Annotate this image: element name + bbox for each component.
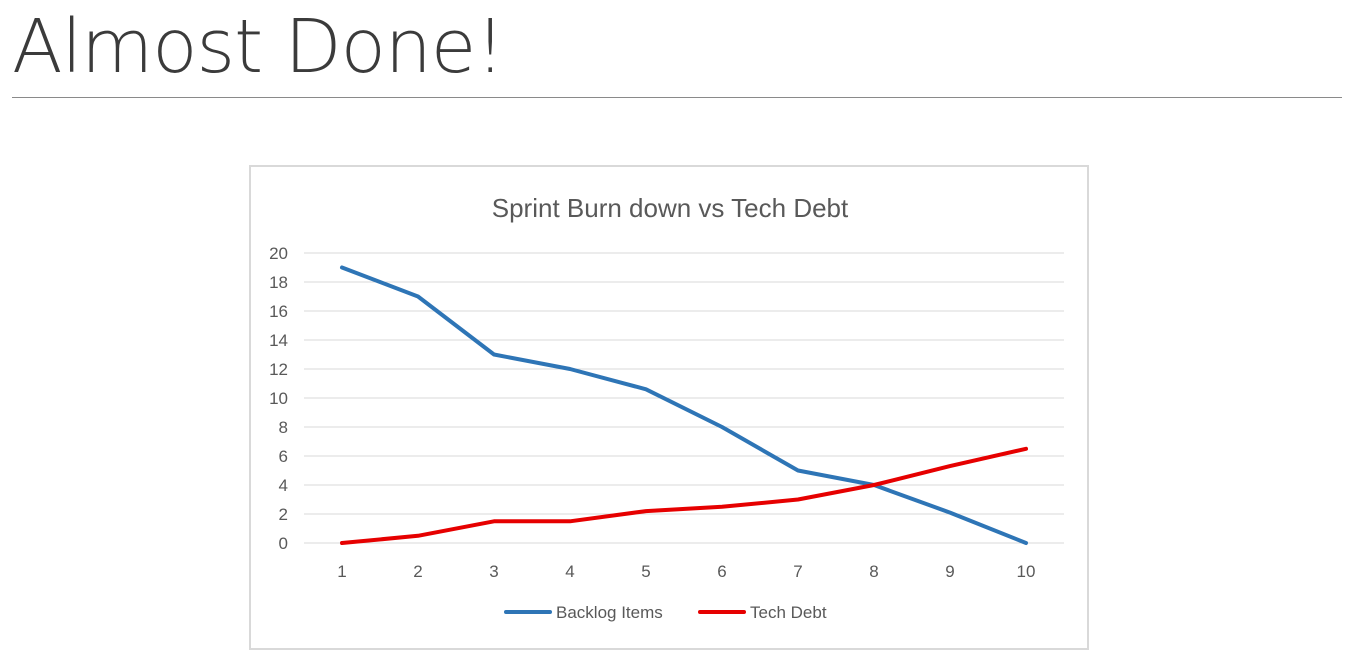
x-tick-label: 10: [1017, 562, 1036, 581]
y-tick-label: 16: [269, 302, 288, 321]
series-lines: [340, 265, 1028, 545]
x-tick-label: 9: [945, 562, 954, 581]
y-axis-ticks: 0 2 4 6 8 10 12 14 16 18 20: [269, 244, 288, 553]
y-tick-label: 12: [269, 360, 288, 379]
title-divider: [12, 97, 1342, 98]
series-line-tech-debt: [340, 446, 1028, 545]
y-tick-label: 0: [279, 534, 288, 553]
y-tick-label: 14: [269, 331, 288, 350]
x-tick-label: 6: [717, 562, 726, 581]
line-chart: Sprint Burn down vs Tech Debt 0246810121…: [269, 193, 1064, 622]
legend-label: Tech Debt: [750, 603, 827, 622]
y-tick-label: 18: [269, 273, 288, 292]
page-title: Almost Done!: [12, 4, 505, 90]
y-tick-label: 6: [279, 447, 288, 466]
y-tick-label: 10: [269, 389, 288, 408]
chart-title: Sprint Burn down vs Tech Debt: [492, 193, 849, 223]
y-tick-label: 2: [279, 505, 288, 524]
x-tick-label: 2: [413, 562, 422, 581]
x-tick-label: 4: [565, 562, 574, 581]
legend-label: Backlog Items: [556, 603, 663, 622]
series-line-backlog-items: [340, 265, 1028, 545]
y-tick-label: 20: [269, 244, 288, 263]
chart-frame: Sprint Burn down vs Tech Debt 0 2 4 6 8 10 12 1…: [249, 165, 1089, 650]
x-tick-label: 3: [489, 562, 498, 581]
gridlines: [304, 252, 1064, 544]
x-tick-label: 7: [793, 562, 802, 581]
x-tick-label: 8: [869, 562, 878, 581]
x-axis-ticks: 1 2 3 4 5 6 7 8 9 10: [337, 562, 1035, 581]
x-tick-label: 1: [337, 562, 346, 581]
y-tick-label: 8: [279, 418, 288, 437]
legend: Backlog Items Tech Debt: [504, 603, 827, 622]
y-tick-label: 4: [279, 476, 288, 495]
x-tick-label: 5: [641, 562, 650, 581]
